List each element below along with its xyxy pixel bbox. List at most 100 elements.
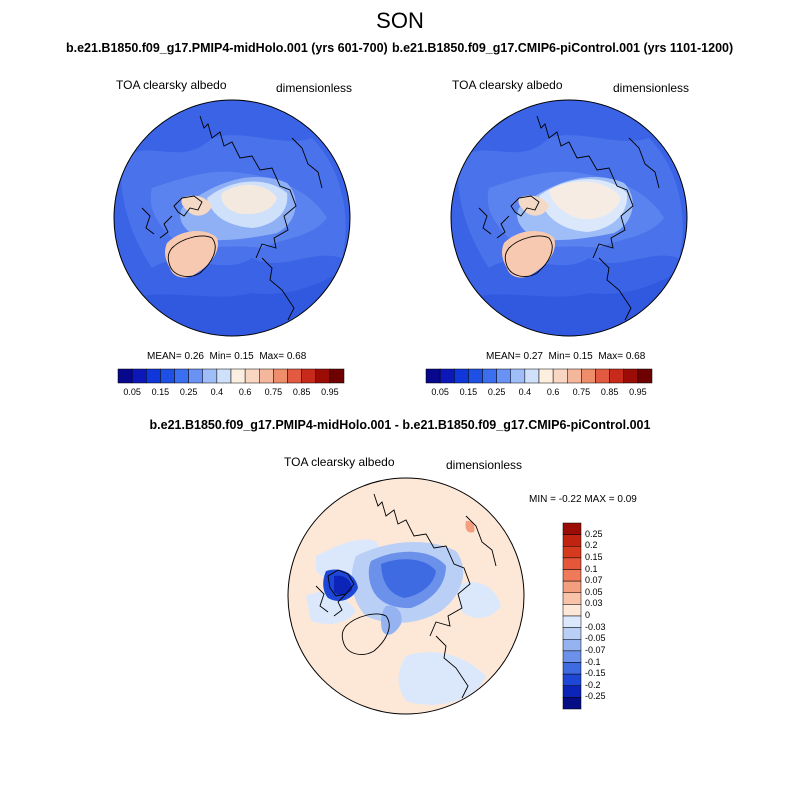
- panel-1-colorbar-swatch: [202, 368, 218, 384]
- panel-2-colorbar-swatch: [581, 368, 596, 384]
- panel-2-colorbar-swatch: [482, 368, 497, 384]
- panel-1-units-label: dimensionless: [276, 81, 353, 95]
- panel-1-colorbar-swatch: [188, 368, 203, 384]
- panel-2-colorbar-tick-label: 0.05: [431, 387, 449, 397]
- diff-colorbar-tick-label: 0.2: [585, 540, 598, 551]
- diff-colorbar-swatch: [562, 522, 582, 535]
- diff-colorbar-swatch: [562, 557, 582, 570]
- panel-2-max-value: 0.68: [625, 351, 646, 362]
- panel-1-map: [113, 99, 351, 337]
- panel-2-min-value: 0.15: [573, 351, 593, 362]
- panel-1-mean-value: 0.26: [184, 351, 204, 362]
- panel-1-max-value: 0.68: [286, 351, 307, 362]
- diff-max-value: 0.09: [617, 494, 637, 505]
- diff-colorbar-swatch: [562, 662, 582, 675]
- panel-2-colorbar-swatch: [623, 368, 639, 384]
- panel-1-stats: MEAN= 0.26 Min= 0.15 Max= 0.68: [147, 351, 306, 362]
- diff-colorbar-tick-label: -0.1: [585, 656, 601, 667]
- panel-1-colorbar-swatch: [174, 368, 189, 384]
- panel-2-colorbar: [425, 368, 653, 384]
- diff-colorbar-swatch: [562, 546, 582, 559]
- diff-colorbar-tick-label: 0: [585, 610, 591, 620]
- diff-colorbar-swatch: [562, 615, 582, 628]
- diff-colorbar-tick-label: 0.05: [585, 586, 603, 597]
- diff-title: b.e21.B1850.f09_g17.PMIP4-midHolo.001 - …: [149, 418, 651, 432]
- panel-2-colorbar-tick-label: 0.6: [546, 387, 560, 397]
- panel-1-colorbar-tick-label: 0.25: [179, 387, 198, 397]
- panel-2-stats: MEAN= 0.27 Min= 0.15 Max= 0.68: [486, 351, 645, 362]
- panel-2-colorbar-swatch: [496, 368, 511, 384]
- diff-max-label: MAX =: [584, 494, 615, 505]
- panel-2-mean-label: MEAN=: [486, 351, 521, 362]
- panel-1-colorbar-swatch: [230, 368, 246, 384]
- panel-2-colorbar-tick-label: 0.75: [572, 387, 591, 397]
- diff-colorbar-swatch: [562, 534, 582, 547]
- diff-colorbar-swatch: [562, 639, 582, 652]
- diff-colorbar-tick-label: 0.25: [585, 528, 603, 539]
- panel-1-colorbar-swatch: [131, 368, 147, 384]
- panel-2-colorbar-swatch: [637, 368, 653, 384]
- panel-1-colorbar-ticks: 0.05 0.15 0.25 0.4 0.6 0.75 0.85 0.95: [118, 387, 344, 399]
- diff-colorbar-swatch: [562, 697, 582, 710]
- diff-colorbar-swatch: [562, 685, 582, 698]
- panel-2-colorbar-tick-label: 0.85: [600, 387, 619, 397]
- panel-2-colorbar-swatch: [595, 368, 610, 384]
- diff-colorbar-tick-label: -0.03: [585, 621, 606, 632]
- diff-colorbar-tick-label: -0.15: [585, 668, 606, 679]
- diff-colorbar-tick-label: 0.15: [585, 551, 603, 562]
- panel-1-colorbar-swatch: [273, 368, 288, 384]
- panel-2-title: b.e21.B1850.f09_g17.CMIP6-piControl.001 …: [392, 41, 734, 55]
- diff-units-label: dimensionless: [446, 458, 523, 472]
- diff-colorbar-tick-label: -0.07: [585, 644, 606, 655]
- panel-2-colorbar-ticks: 0.05 0.15 0.25 0.4 0.6 0.75 0.85 0.95: [426, 387, 652, 399]
- panel-1-colorbar-swatch: [244, 368, 260, 384]
- panel-2-colorbar-swatch: [609, 368, 624, 384]
- panel-2-colorbar-swatch: [538, 368, 554, 384]
- panel-1-colorbar-swatch: [287, 368, 302, 384]
- diff-colorbar-swatch: [562, 650, 582, 663]
- panel-1-colorbar-swatch: [329, 368, 345, 384]
- diff-colorbar-tick-label: 0.07: [585, 575, 603, 586]
- panel-2-min-label: Min=: [548, 351, 571, 362]
- diff-colorbar-ticks: 0.25 0.2 0.15 0.1 0.07 0.05 0.03 0 -0.03 -0.05 -0.…: [585, 523, 645, 709]
- panel-1-colorbar-swatch: [216, 368, 232, 384]
- panel-1-max-label: Max=: [259, 351, 285, 362]
- diff-colorbar-tick-label: 0.1: [585, 563, 598, 574]
- panel-1-colorbar-swatch: [259, 368, 274, 384]
- panel-2-colorbar-swatch: [468, 368, 483, 384]
- diff-variable-label: TOA clearsky albedo: [284, 455, 395, 469]
- panel-2-colorbar-tick-label: 0.4: [518, 387, 532, 397]
- panel-2-max-label: Max=: [598, 351, 624, 362]
- panel-1-colorbar-tick-label: 0.05: [123, 387, 141, 397]
- panel-1-colorbar-tick-label: 0.15: [151, 387, 170, 397]
- panel-1-colorbar-swatch: [301, 368, 316, 384]
- diff-colorbar-swatch: [562, 569, 582, 582]
- panel-1-mean-label: MEAN=: [147, 351, 182, 362]
- panel-1-colorbar-tick-label: 0.85: [292, 387, 311, 397]
- panel-1-colorbar-tick-label: 0.75: [264, 387, 283, 397]
- panel-1-colorbar-swatch: [117, 368, 133, 384]
- diff-min-value: -0.22: [558, 494, 582, 505]
- panel-1-colorbar-swatch: [160, 368, 175, 384]
- panel-1-colorbar: [117, 368, 345, 384]
- panel-1-min-value: 0.15: [234, 351, 254, 362]
- diff-colorbar-tick-label: -0.25: [585, 691, 606, 702]
- diff-min-label: MIN =: [529, 494, 556, 505]
- panel-2-colorbar-tick-label: 0.25: [487, 387, 506, 397]
- diff-colorbar-tick-label: -0.2: [585, 679, 601, 690]
- panel-1-colorbar-swatch: [315, 368, 331, 384]
- diff-colorbar-tick-label: 0.03: [585, 598, 603, 609]
- panel-2-colorbar-swatch: [524, 368, 540, 384]
- panel-1-colorbar-tick-label: 0.4: [210, 387, 224, 397]
- panel-2-colorbar-tick-label: 0.95: [629, 387, 647, 397]
- panel-2-colorbar-swatch: [439, 368, 455, 384]
- panel-2-units-label: dimensionless: [613, 81, 690, 95]
- diff-colorbar-swatch: [562, 592, 582, 605]
- diff-colorbar-swatch: [562, 580, 582, 593]
- diff-map: [287, 477, 525, 715]
- diff-colorbar: [562, 522, 582, 710]
- panel-1-variable-label: TOA clearsky albedo: [116, 78, 227, 92]
- panel-2-variable-label: TOA clearsky albedo: [452, 78, 563, 92]
- panel-2-colorbar-swatch: [510, 368, 526, 384]
- diff-colorbar-swatch: [562, 627, 582, 640]
